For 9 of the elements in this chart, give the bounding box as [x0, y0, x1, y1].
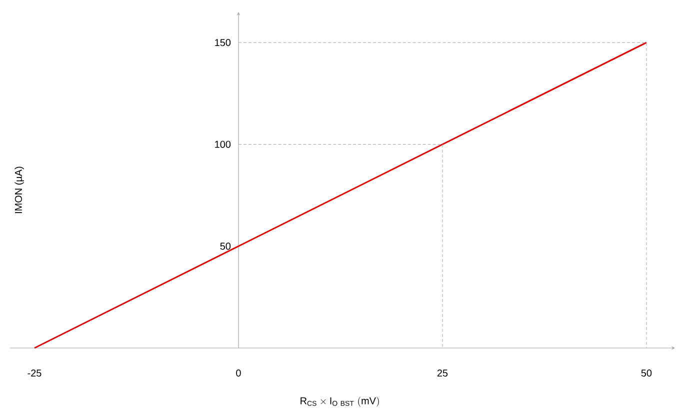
y-tick-label: 150: [215, 39, 231, 46]
x-tick-label: 50: [641, 370, 652, 377]
x-tick-label: 25: [437, 370, 448, 377]
y-axis-title: IMON (µA): [14, 166, 24, 214]
y-tick-label: 100: [215, 140, 231, 148]
x-tick-label: -25: [28, 370, 42, 377]
x-axis-title: $\mathrm{R}_{\mathrm{CS}}\times\mathrm{I}_{\mathrm{O\ BST}}\ \mathrm{(mV)}$: [300, 396, 379, 407]
x-tick-label: 0: [236, 370, 241, 377]
y-tick-label: 50: [220, 242, 231, 250]
